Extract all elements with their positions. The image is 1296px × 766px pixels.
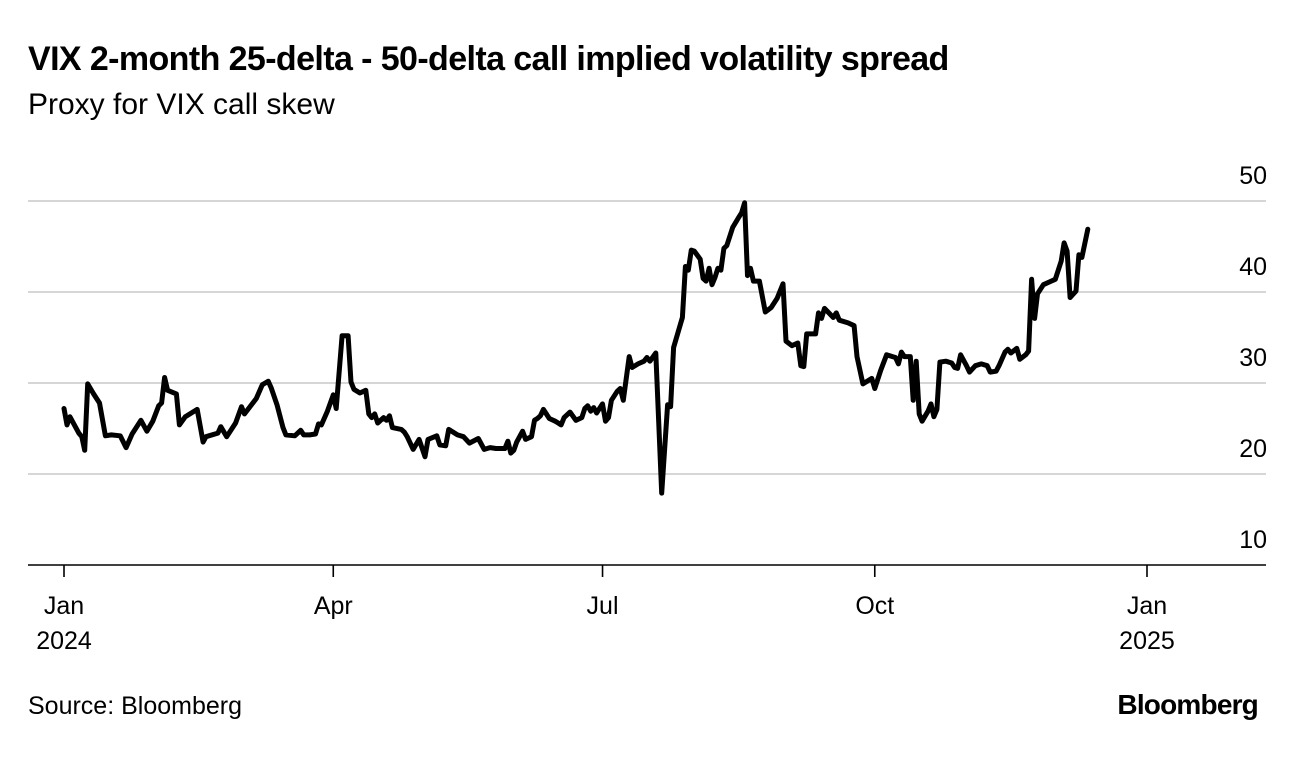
x-tick-label: Oct — [855, 592, 894, 620]
y-tick-label: 10 — [1239, 526, 1267, 554]
x-tick-label: Apr — [314, 592, 353, 620]
y-tick-label: 30 — [1239, 344, 1267, 372]
chart-title: VIX 2-month 25-delta - 50-delta call imp… — [28, 40, 949, 78]
x-tick-year-label: 2024 — [36, 627, 92, 655]
source-note: Source: Bloomberg — [28, 692, 243, 720]
y-axis-ticks: 50 40 30 20 10 — [1239, 162, 1267, 554]
y-tick-label: 40 — [1239, 253, 1267, 281]
y-tick-label: 50 — [1239, 162, 1267, 190]
grid-lines — [28, 200, 1266, 475]
y-tick-label: 20 — [1239, 435, 1267, 463]
series-line — [61, 200, 1091, 496]
x-axis-ticks: Jan 2024 Apr Jul Oct Jan 2025 — [36, 565, 1175, 655]
x-tick-year-label: 2025 — [1119, 627, 1175, 655]
chart-subtitle: Proxy for VIX call skew — [28, 88, 335, 121]
x-tick-label: Jul — [587, 592, 619, 620]
x-tick-label: Jan — [44, 592, 84, 620]
bloomberg-logo: Bloomberg — [1117, 689, 1258, 720]
x-tick-label: Jan — [1127, 592, 1167, 620]
